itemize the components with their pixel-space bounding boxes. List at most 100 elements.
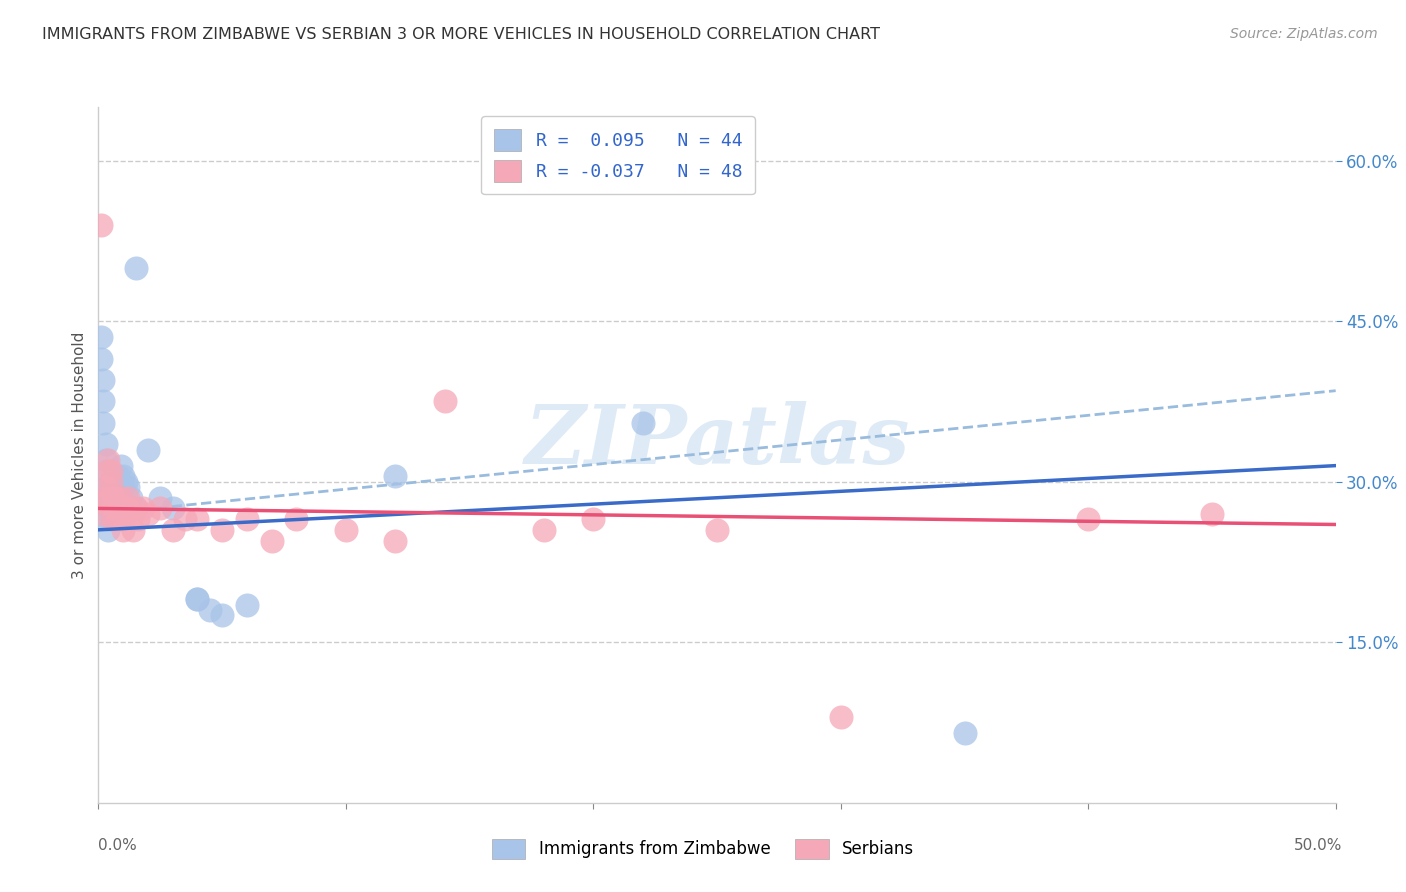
Point [186,512,208,526]
Point [103,512,125,526]
Point [174,512,197,526]
Point [582,512,605,526]
Point [112,501,135,516]
Point [162,523,184,537]
Point [104,480,127,494]
Point [107,469,129,483]
Point [100,464,122,478]
Point [100,501,122,516]
Point [93,373,115,387]
Point [384,533,406,548]
Point [97,512,120,526]
Point [110,458,132,473]
Point [706,523,728,537]
Point [260,533,283,548]
Point [94,453,117,467]
Point [117,501,139,516]
Point [107,480,129,494]
Point [236,512,259,526]
Point [100,475,122,489]
Point [211,523,233,537]
Point [94,480,117,494]
Legend: R =  0.095   N = 44, R = -0.037   N = 48: R = 0.095 N = 44, R = -0.037 N = 48 [481,116,755,194]
Point [114,501,136,516]
Point [103,512,125,526]
Point [100,512,122,526]
Point [112,469,135,483]
Point [103,480,125,494]
Point [953,726,976,740]
Point [114,475,136,489]
Point [103,501,125,516]
Point [149,491,172,505]
Point [97,523,120,537]
Point [132,501,155,516]
Point [90,218,112,232]
Point [100,485,122,500]
Point [149,501,172,516]
Point [104,491,127,505]
Point [90,351,112,366]
Point [104,501,127,516]
Point [127,512,149,526]
Point [103,491,125,505]
Point [94,437,117,451]
Point [285,512,308,526]
Point [103,491,125,505]
Point [335,523,357,537]
Text: 50.0%: 50.0% [1295,838,1343,854]
Legend: Immigrants from Zimbabwe, Serbians: Immigrants from Zimbabwe, Serbians [485,832,921,866]
Point [112,480,135,494]
Point [112,523,135,537]
Point [236,598,259,612]
Point [384,469,406,483]
Point [1077,512,1099,526]
Point [162,501,184,516]
Point [94,491,117,505]
Point [112,512,135,526]
Point [103,501,125,516]
Point [93,394,115,409]
Point [124,501,146,516]
Point [120,491,142,505]
Point [120,512,142,526]
Point [136,507,159,521]
Text: 0.0%: 0.0% [98,838,138,854]
Point [100,480,122,494]
Point [97,453,120,467]
Point [124,260,146,275]
Point [830,710,852,724]
Point [433,394,456,409]
Point [136,442,159,457]
Point [117,491,139,505]
Point [631,416,654,430]
Point [100,491,122,505]
Point [97,501,120,516]
Point [107,512,129,526]
Point [186,592,208,607]
Point [117,480,139,494]
Point [110,501,132,516]
Point [94,464,117,478]
Point [110,491,132,505]
Point [211,608,233,623]
Point [124,501,146,516]
Text: Source: ZipAtlas.com: Source: ZipAtlas.com [1230,27,1378,41]
Point [198,603,221,617]
Point [94,480,117,494]
Point [97,491,120,505]
Point [97,464,120,478]
Point [186,592,208,607]
Point [93,416,115,430]
Y-axis label: 3 or more Vehicles in Household: 3 or more Vehicles in Household [72,331,87,579]
Point [104,491,127,505]
Point [90,330,112,344]
Point [122,523,145,537]
Point [107,501,129,516]
Text: IMMIGRANTS FROM ZIMBABWE VS SERBIAN 3 OR MORE VEHICLES IN HOUSEHOLD CORRELATION : IMMIGRANTS FROM ZIMBABWE VS SERBIAN 3 OR… [42,27,880,42]
Point [533,523,555,537]
Point [93,496,115,510]
Text: ZIPatlas: ZIPatlas [524,401,910,481]
Point [1201,507,1223,521]
Point [93,507,115,521]
